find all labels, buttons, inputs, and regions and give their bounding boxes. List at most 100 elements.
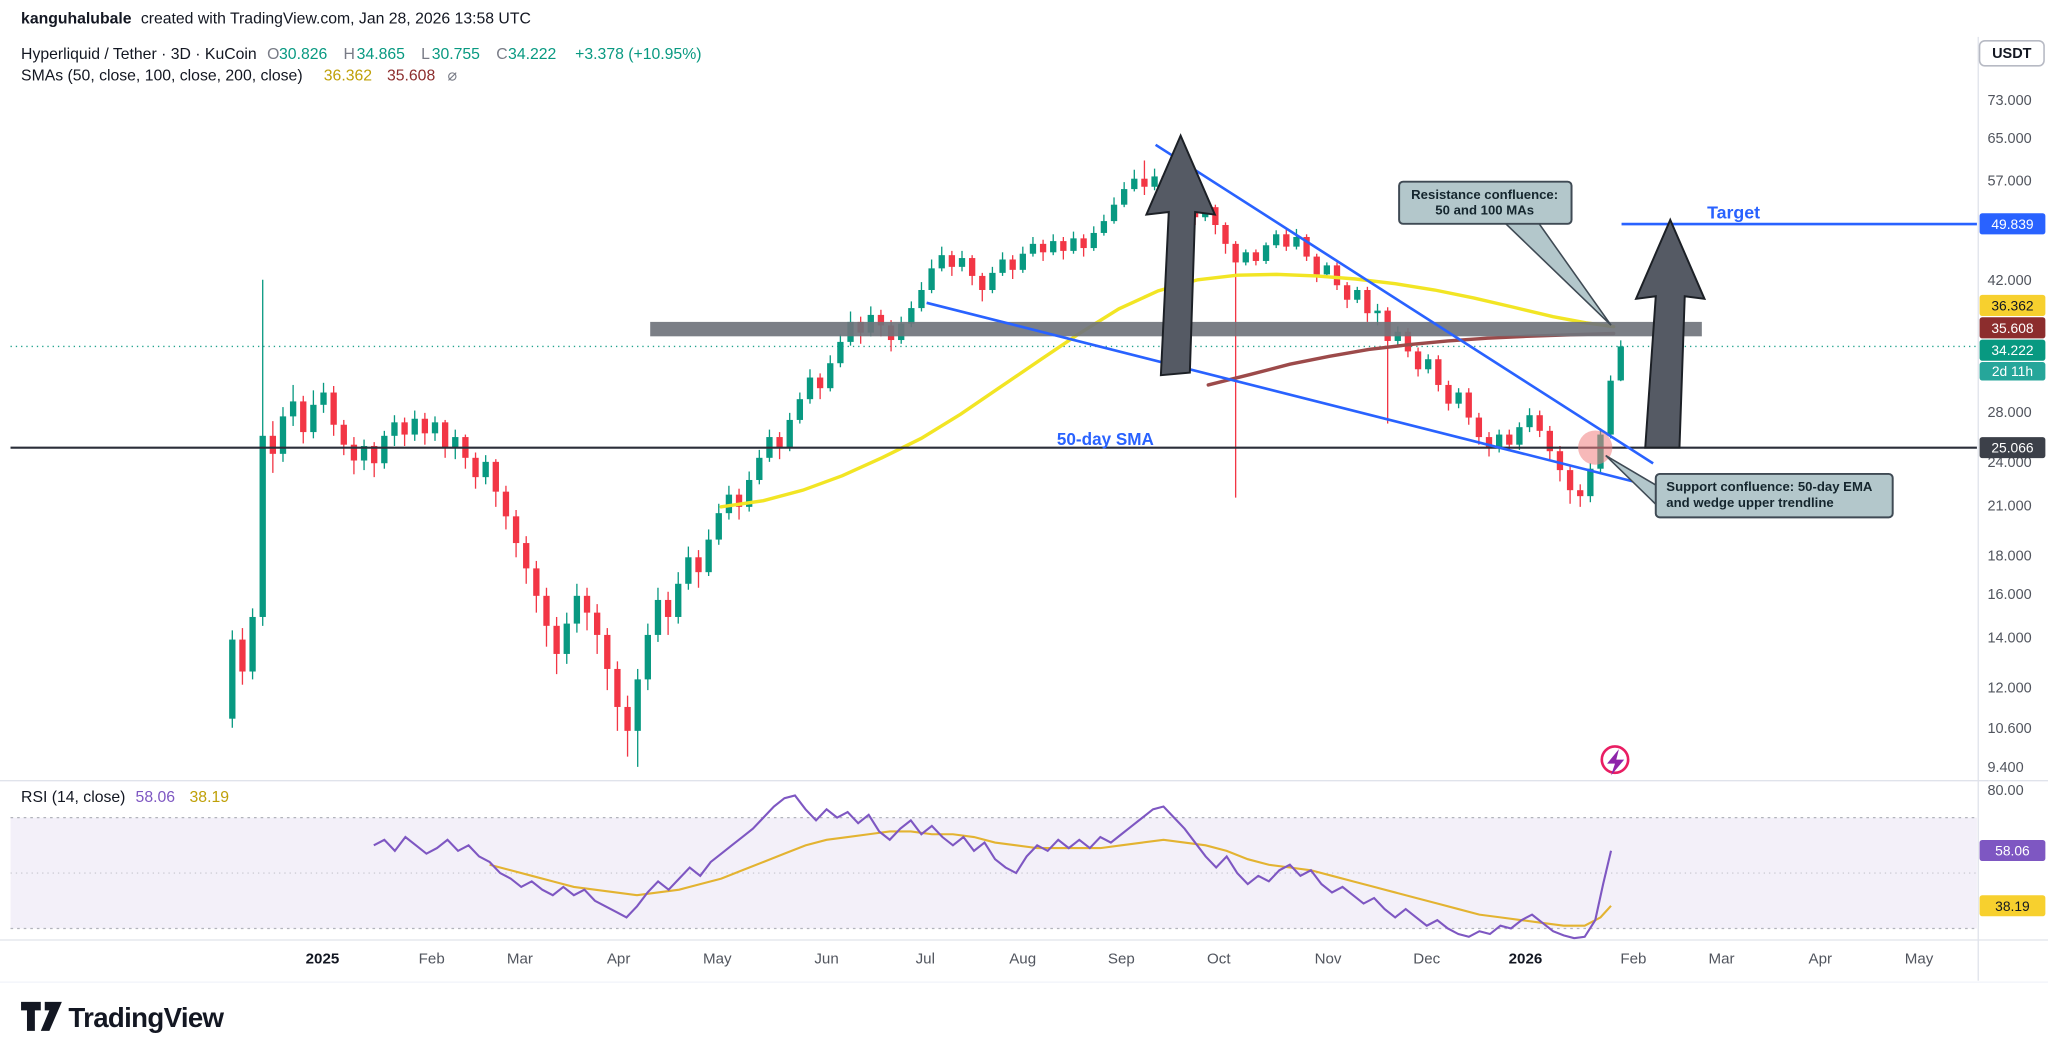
tradingview-logo[interactable]: TradingView: [21, 1001, 225, 1033]
currency-button[interactable]: USDT: [1978, 40, 2045, 67]
price-axis-badge: 25.066: [1979, 437, 2046, 459]
time-axis[interactable]: 2025 Feb Mar Apr May Jun Jul Aug Sep Oct Nov Dec 202…: [306, 951, 1934, 968]
up-arrow-annotation-september[interactable]: [1144, 133, 1217, 377]
candle-body: [1394, 331, 1401, 341]
candle-body: [310, 404, 317, 433]
sma100-value: 36.362: [324, 67, 372, 84]
sma50-line-label[interactable]: 50-day SMA: [1057, 430, 1154, 449]
candle-body: [1232, 243, 1239, 263]
rsi-ma-line[interactable]: [489, 830, 1612, 927]
time-tick-label: Dec: [1413, 951, 1440, 968]
time-tick-label: Nov: [1315, 951, 1342, 968]
time-tick-label: Apr: [1809, 951, 1833, 968]
candle-body: [1556, 451, 1564, 471]
candle-body: [391, 422, 398, 436]
price-axis-badge: 35.608: [1979, 317, 2046, 339]
candle-body: [1536, 415, 1543, 431]
candle-body: [877, 314, 885, 326]
candle-body: [725, 494, 733, 514]
trendline-lower[interactable]: [926, 301, 1646, 486]
candle-body: [1262, 245, 1270, 261]
rsi-pane-layer[interactable]: [10, 794, 1977, 940]
up-arrow-annotation-breakout[interactable]: [1634, 217, 1707, 449]
candle-body: [614, 668, 621, 707]
candle-body: [340, 424, 347, 445]
candle-body: [452, 437, 459, 448]
rsi-legend[interactable]: RSI (14, close) 58.06 38.19: [21, 789, 229, 806]
candle-body: [1151, 176, 1158, 187]
badge-box: [1979, 213, 2046, 235]
callout-support-line2: and wedge upper trendline: [1666, 495, 1833, 510]
badge-box: [1979, 437, 2046, 459]
price-axis[interactable]: 73.000 65.000 57.000 42.000 28.000 24.000 21.0…: [1979, 93, 2046, 917]
candle-body: [381, 435, 388, 464]
candle-body: [1110, 204, 1118, 222]
candle-body: [604, 634, 611, 669]
rsi-line[interactable]: [373, 794, 1613, 940]
candle-body: [1303, 237, 1310, 257]
trendline-upper[interactable]: [1154, 143, 1654, 465]
currency-button-label: USDT: [1992, 46, 2032, 62]
badge-label: 49.839: [1991, 216, 2034, 232]
time-tick-label: Apr: [607, 951, 631, 968]
callout-resistance[interactable]: Resistance confluence: 50 and 100 MAs: [1398, 180, 1612, 326]
sma-legend[interactable]: SMAs (50, close, 100, close, 200, close)…: [21, 67, 457, 84]
candle-body: [1060, 241, 1067, 251]
candle-body: [654, 599, 662, 635]
target-label[interactable]: Target: [1707, 203, 1760, 223]
candle-body: [289, 401, 297, 417]
time-tick-label: May: [1905, 951, 1934, 968]
candle-body: [1425, 359, 1432, 370]
open-label: O: [267, 46, 279, 63]
support-touch-highlight[interactable]: [1578, 430, 1613, 465]
candle-body: [1475, 417, 1483, 438]
candle-body: [756, 457, 763, 480]
tradingview-logo-mark-7: [40, 1001, 62, 1031]
sma-legend-title[interactable]: SMAs (50, close, 100, close, 200, close): [21, 67, 303, 84]
tradingview-brand-text: TradingView: [68, 1002, 224, 1033]
badge-label: 2d 11h: [1992, 363, 2033, 379]
price-axis-badge: 49.839: [1979, 213, 2046, 235]
callout-support-box: [1654, 472, 1894, 519]
candle-body: [675, 583, 682, 617]
close-label: C: [496, 46, 507, 63]
candle-body: [1019, 253, 1026, 270]
candle-body: [786, 419, 793, 448]
candle-body: [1414, 351, 1422, 370]
price-tick-label: 14.000: [1987, 631, 2031, 647]
candle-body: [685, 557, 692, 584]
callout-support[interactable]: Support confluence: 50-day EMA and wedge…: [1605, 454, 1894, 519]
candle-body: [523, 543, 530, 569]
candle-body: [1495, 434, 1503, 448]
currency-button-box: [1978, 40, 2045, 67]
price-tick-label: 18.000: [1987, 549, 2031, 565]
candle-body: [1617, 346, 1624, 381]
candle-body: [644, 634, 651, 680]
candle-body: [1485, 437, 1493, 448]
candle-body: [1445, 384, 1452, 404]
magic-sticker-icon[interactable]: [1600, 745, 1630, 776]
candle-body: [401, 422, 408, 435]
candle-body: [1566, 470, 1574, 491]
candle-body: [958, 258, 966, 267]
symbol-title[interactable]: Hyperliquid / Tether · 3D · KuCoin: [21, 46, 257, 63]
candles-layer[interactable]: [229, 160, 1624, 767]
rsi-tick-label: 80.00: [1987, 783, 2023, 799]
time-tick-label: Jul: [916, 951, 935, 968]
badge-box: [1979, 294, 2046, 316]
candle-body: [1029, 243, 1037, 254]
symbol-legend[interactable]: Hyperliquid / Tether · 3D · KuCoin O 30.…: [21, 46, 701, 63]
candle-body: [1333, 265, 1341, 286]
low-label: L: [421, 46, 430, 63]
candle-body: [1587, 468, 1594, 497]
trendlines-layer[interactable]: [926, 143, 1654, 486]
candle-body: [229, 639, 236, 719]
candle-body: [431, 422, 439, 434]
candle-body: [989, 272, 996, 291]
candle-body: [776, 437, 783, 448]
candle-body: [928, 268, 935, 291]
rsi-legend-title[interactable]: RSI (14, close): [21, 789, 125, 806]
candle-body: [1131, 178, 1138, 190]
price-tick-label: 42.000: [1987, 273, 2031, 289]
